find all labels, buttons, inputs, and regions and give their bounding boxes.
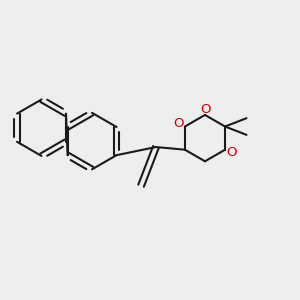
Text: O: O — [201, 103, 211, 116]
Text: O: O — [174, 117, 184, 130]
Text: O: O — [226, 146, 236, 159]
